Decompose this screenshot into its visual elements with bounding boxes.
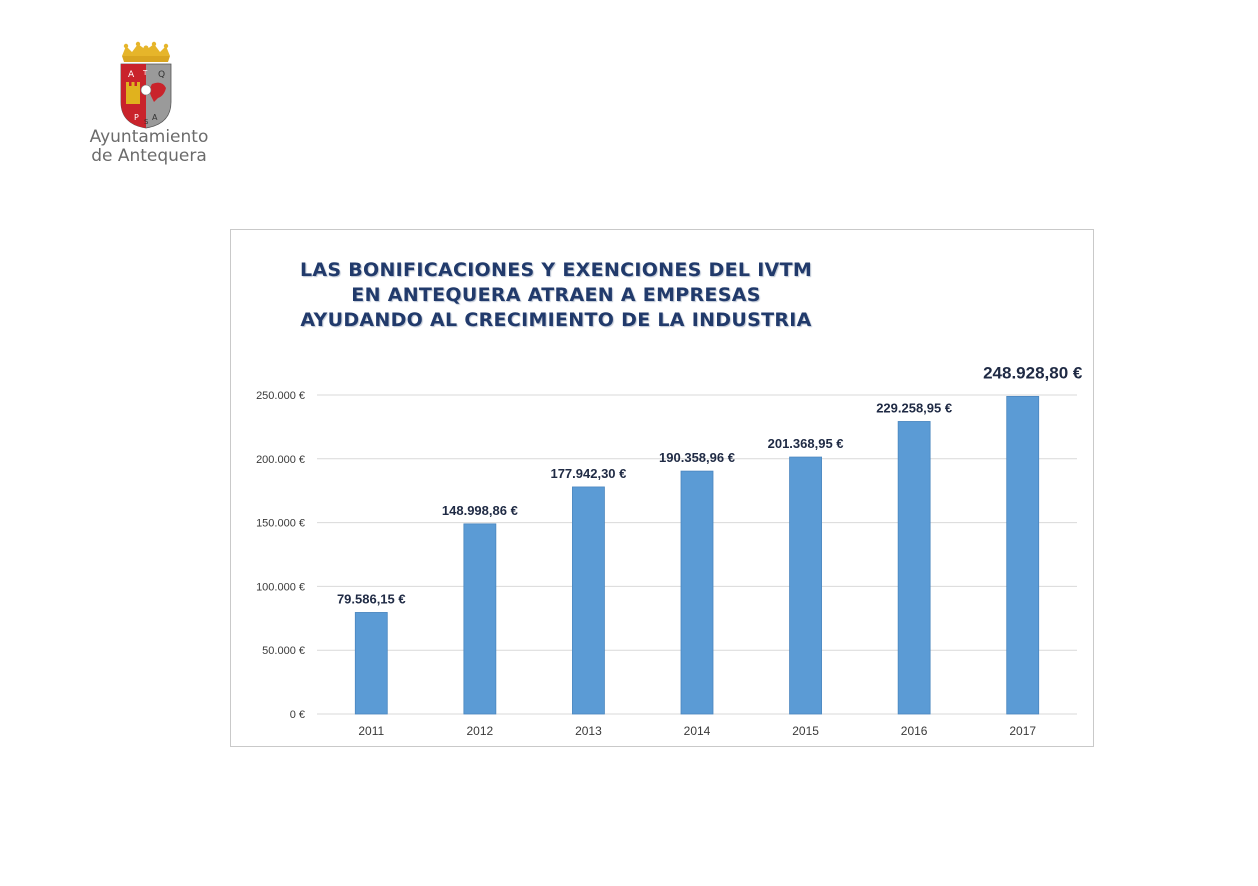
- svg-text:P: P: [134, 113, 139, 122]
- data-label: 177.942,30 €: [550, 466, 626, 481]
- bar: [680, 470, 714, 715]
- x-tick-label: 2014: [684, 724, 711, 738]
- chart-frame: 0 € 50.000 € 100.000 € 150.000 € 200.000 € 25…: [230, 229, 1094, 747]
- bar: [572, 486, 605, 715]
- y-tick-label: 0 €: [290, 709, 305, 721]
- chart-title-line1: LAS BONIFICACIONES Y EXENCIONES DEL IVTM: [299, 259, 813, 281]
- x-tick-label: 2013: [575, 724, 602, 738]
- svg-text:A: A: [128, 70, 135, 80]
- y-tick-label: 50.000 €: [262, 645, 305, 657]
- x-tick-label: 2011: [358, 724, 384, 738]
- bar: [897, 421, 931, 715]
- x-tick-label: 2012: [467, 724, 494, 738]
- x-tick-label: 2015: [792, 724, 819, 738]
- data-label: 148.998,86 €: [442, 503, 518, 518]
- y-tick-label: 100.000 €: [256, 581, 305, 593]
- svg-text:S: S: [144, 118, 149, 126]
- y-tick-label: 200.000 €: [256, 454, 305, 466]
- chart-title: LAS BONIFICACIONES Y EXENCIONES DEL IVTM…: [291, 258, 821, 333]
- y-tick-label: 250.000 €: [256, 390, 305, 402]
- x-tick-label: 2016: [901, 724, 928, 738]
- organization-name-line1: Ayuntamiento: [89, 127, 209, 147]
- data-label: 229.258,95 €: [876, 400, 952, 415]
- chart-title-line2: EN ANTEQUERA ATRAEN A EMPRESAS: [351, 284, 761, 306]
- bar: [463, 523, 497, 715]
- organization-name-line2: de Antequera: [91, 146, 207, 166]
- svg-text:Q: Q: [158, 70, 165, 80]
- data-label: 79.586,15 €: [337, 591, 406, 606]
- bar-chart: 0 € 50.000 € 100.000 € 150.000 € 200.000 € 25…: [256, 363, 1083, 738]
- data-label: 190.358,96 €: [659, 450, 735, 465]
- data-label: 201.368,95 €: [768, 436, 844, 451]
- x-tick-label: 2017: [1009, 724, 1036, 738]
- coat-of-arms-icon: A T Q P S A: [120, 41, 172, 129]
- bar: [789, 456, 822, 715]
- bar: [1006, 395, 1040, 715]
- bar: [354, 612, 388, 715]
- svg-text:A: A: [152, 113, 158, 122]
- y-tick-label: 150.000 €: [256, 518, 305, 530]
- data-label: 248.928,80 €: [983, 363, 1083, 382]
- svg-text:T: T: [142, 69, 148, 77]
- organization-name: Ayuntamiento de Antequera: [84, 128, 214, 166]
- chart-title-line3: AYUDANDO AL CRECIMIENTO DE LA INDUSTRIA: [300, 309, 812, 331]
